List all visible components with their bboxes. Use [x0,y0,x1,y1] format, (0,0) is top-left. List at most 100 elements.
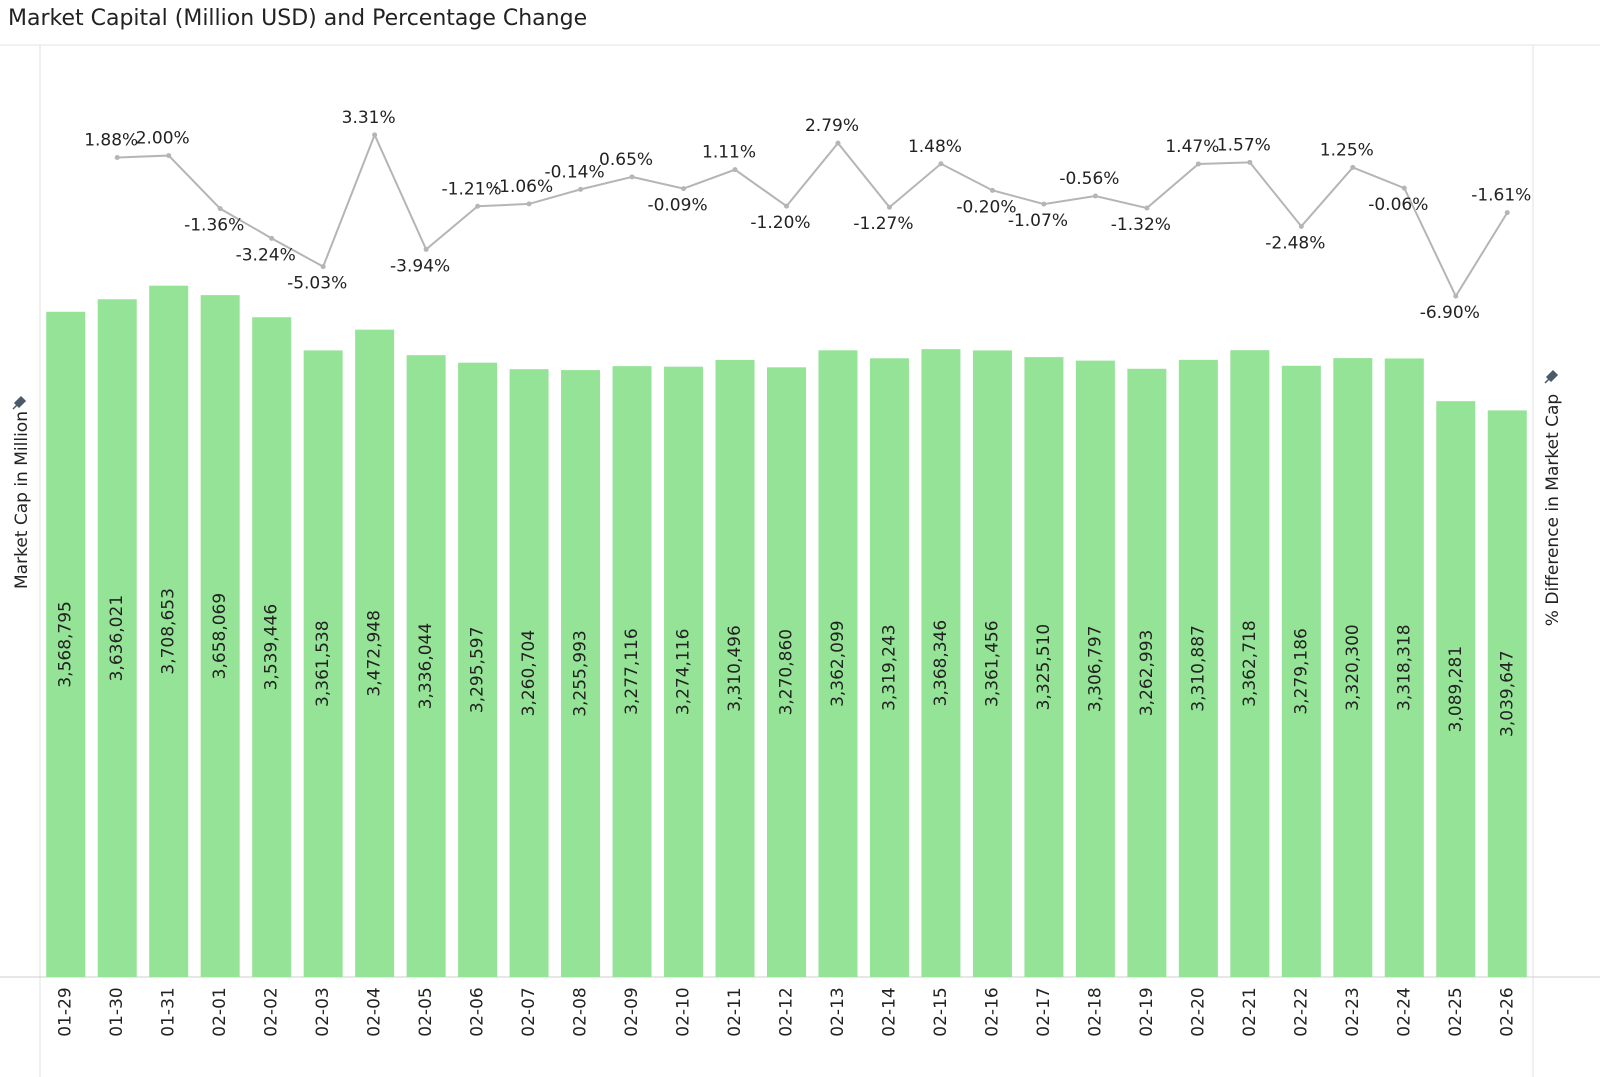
bar [355,329,395,978]
line-point [320,264,326,270]
line-point [114,154,120,160]
bar [509,369,549,977]
bar [1024,357,1064,977]
line-value-label: 1.57% [1217,135,1271,155]
bar [406,355,446,978]
chart-title: Market Capital (Million USD) and Percent… [8,6,587,31]
bar [46,311,86,977]
bar [1487,410,1527,977]
line-point [1041,201,1047,207]
bar [200,295,240,977]
bar-value-label: 3,636,021 [107,595,127,682]
bar-value-label: 3,320,300 [1343,624,1363,711]
line-value-label: -2.48% [1265,233,1325,253]
bar-value-label: 3,539,446 [262,604,282,691]
line-point [1092,193,1098,199]
x-tick-label: 02-12 [777,987,797,1036]
bar-value-label: 3,262,993 [1137,630,1157,717]
x-tick-label: 02-02 [262,987,282,1036]
bar [767,367,806,977]
line-point [1350,164,1356,170]
x-tick-label: 02-17 [1034,987,1054,1036]
bar-value-label: 3,295,597 [468,627,488,714]
x-tick-label: 02-04 [365,987,385,1036]
x-tick-label: 02-03 [313,987,333,1036]
line-point [938,161,944,167]
line-point [269,235,275,241]
line-point [1144,205,1150,211]
line-point [372,132,378,138]
line-value-label: 1.25% [1320,140,1374,160]
y2-axis-title: % Difference in Market Cap [1543,394,1563,626]
bar-value-label: 3,270,860 [777,629,797,716]
line-value-label: -0.14% [544,162,604,182]
line-value-label: -1.21% [442,179,502,199]
x-tick-label: 02-13 [828,987,848,1036]
bar [818,350,858,977]
line-value-label: 2.00% [136,129,190,149]
bar-value-label: 3,318,318 [1394,624,1414,711]
line-point [784,203,789,209]
bar-value-label: 3,277,116 [622,628,642,715]
bar [1384,358,1424,977]
bar-value-label: 3,255,993 [571,630,591,717]
bar [303,350,343,977]
line-value-label: 1.88% [84,130,138,150]
x-tick-label: 02-20 [1188,987,1208,1036]
line-point [681,186,687,192]
bar-value-label: 3,368,346 [931,620,951,707]
line-point [1401,185,1407,191]
bar-value-label: 3,274,116 [674,629,694,716]
bar [1127,368,1167,978]
line-point [989,187,995,193]
line-value-label: -0.20% [956,197,1016,217]
pin-icon [12,395,27,410]
line-value-label: -3.24% [236,245,296,265]
x-tick-label: 02-01 [210,987,230,1036]
bar-value-label: 3,568,795 [56,601,76,688]
line-value-label: -0.06% [1368,195,1428,215]
bar-value-label: 3,039,647 [1497,650,1517,737]
x-tick-label: 02-06 [468,987,488,1036]
line-value-label: -1.32% [1111,215,1171,235]
line-value-label: 0.65% [599,150,653,170]
line-point [835,140,841,146]
bar-value-label: 3,361,456 [982,620,1002,707]
line-point [1247,159,1253,165]
line-value-label: 3.31% [342,108,396,128]
line-value-label: -3.94% [390,256,450,276]
line-value-label: -1.36% [184,216,244,236]
bar [921,349,961,977]
bar [1281,365,1321,977]
line-value-label: -5.03% [287,274,347,294]
line-value-label: -1.27% [853,214,913,234]
bar [1075,360,1115,977]
bar [561,370,601,978]
x-tick-label: 02-26 [1497,987,1517,1036]
x-tick-label: 02-11 [725,987,745,1036]
bar-value-label: 3,279,186 [1291,628,1311,715]
line-point [1298,223,1304,229]
bar [1333,358,1373,977]
bar [1436,401,1476,977]
line-value-label: -1.61% [1471,186,1531,206]
line-point [578,186,584,192]
line-value-label: -1.06% [493,177,553,197]
bar-value-label: 3,708,653 [159,588,179,675]
line-value-label: -1.20% [750,213,810,233]
x-tick-label: 02-25 [1446,987,1466,1036]
x-tick-label: 02-22 [1291,987,1311,1036]
x-tick-label: 01-29 [56,987,76,1036]
x-tick-label: 02-24 [1394,987,1414,1036]
line-point [886,204,892,210]
x-tick-label: 02-14 [879,987,899,1036]
bar [1230,350,1270,978]
pin-icon [1544,369,1559,384]
bar-value-label: 3,472,948 [365,610,385,697]
x-tick-label: 02-10 [674,987,694,1036]
x-tick-label: 02-07 [519,987,539,1036]
line-point [475,203,481,209]
x-tick-label: 02-09 [622,987,642,1036]
bar [458,362,498,978]
